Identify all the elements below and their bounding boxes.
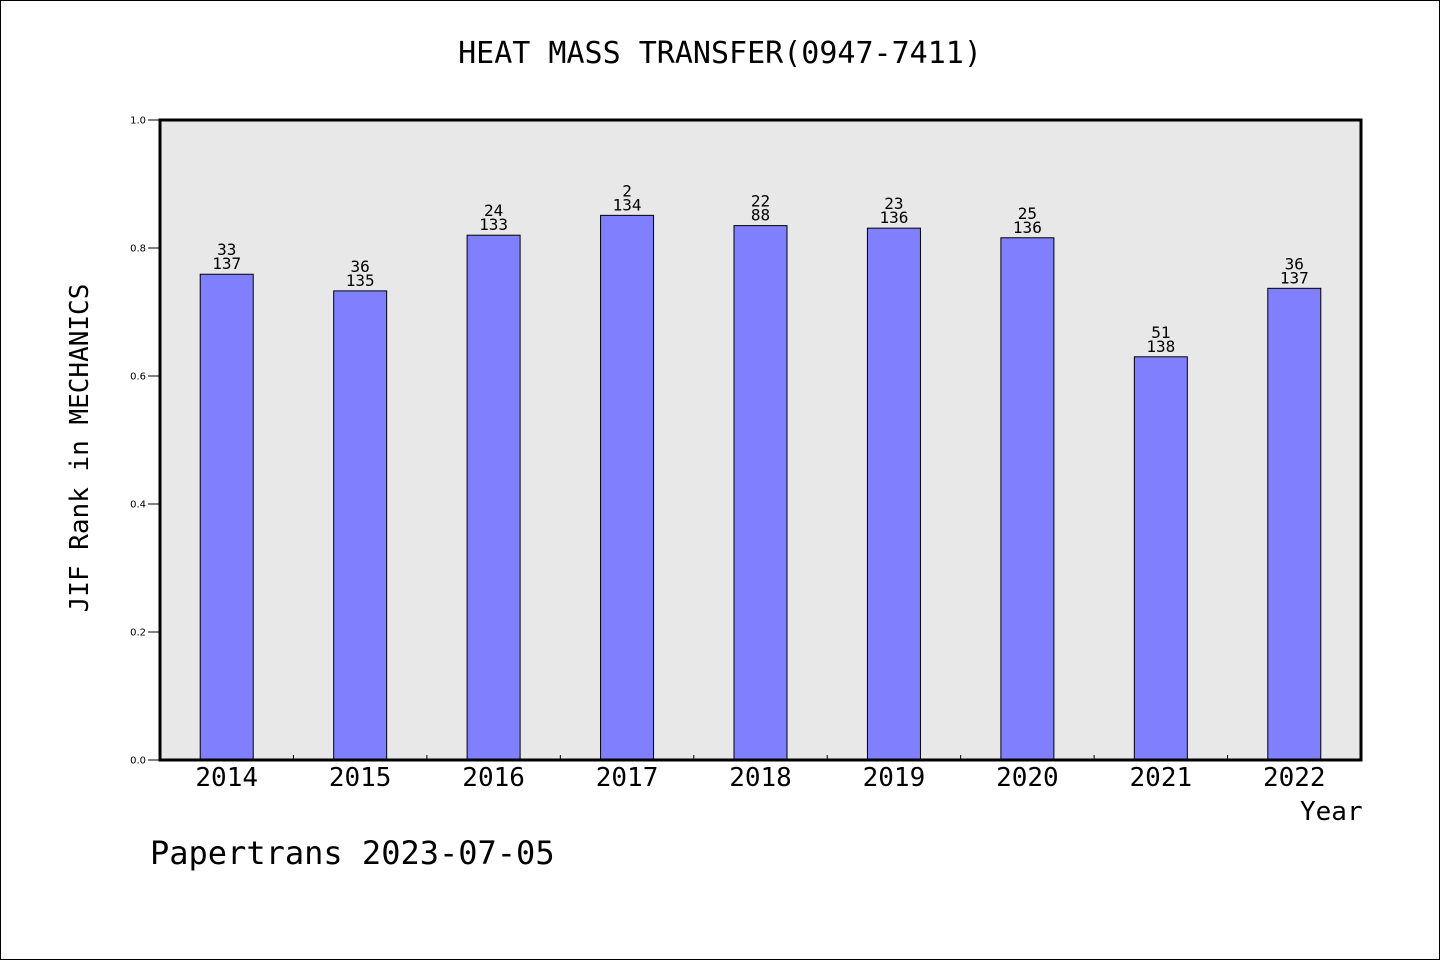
plot-border [158, 118, 1363, 762]
bar-total-label: 136 [879, 208, 908, 227]
x-axis-label: Year [1300, 797, 1363, 827]
bar-rank-label: 2 [622, 181, 632, 200]
x-tick-label: 2019 [863, 763, 926, 793]
x-tick-label: 2021 [1130, 763, 1193, 793]
x-tick-label: 2020 [996, 763, 1059, 793]
bar-total-label: 138 [1146, 337, 1175, 356]
bar [333, 290, 388, 761]
bar-total-label: 88 [751, 206, 770, 225]
bar-rank-label: 24 [484, 201, 503, 220]
x-tick-label: 2018 [729, 763, 792, 793]
y-tick-label: 1.0 [130, 116, 146, 127]
y-tick-label: 0.4 [130, 500, 146, 511]
bar-total-label: 136 [1013, 218, 1042, 237]
bar-total-label: 137 [1280, 268, 1309, 287]
bar [199, 273, 254, 761]
bar-rank-label: 33 [217, 240, 236, 259]
bar [1133, 356, 1188, 761]
bar [600, 214, 655, 761]
bar [866, 227, 921, 761]
footer-credit: Papertrans 2023-07-05 [150, 834, 555, 872]
y-tick-label: 0.8 [130, 244, 146, 255]
bar [733, 225, 788, 761]
bar [1267, 287, 1322, 761]
bar-total-label: 137 [212, 254, 241, 273]
bar-total-label: 135 [346, 271, 375, 290]
bar-total-label: 133 [479, 215, 508, 234]
x-tick-label: 2017 [596, 763, 659, 793]
bar-rank-label: 25 [1018, 204, 1037, 223]
chart-title: HEAT MASS TRANSFER(0947-7411) [458, 36, 982, 71]
bar [466, 234, 521, 761]
bar-total-label: 134 [613, 195, 642, 214]
y-tick-label: 0.0 [130, 756, 146, 767]
bar-rank-label: 36 [351, 257, 370, 276]
x-tick-label: 2016 [462, 763, 525, 793]
x-tick-label: 2022 [1263, 763, 1326, 793]
bar-rank-label: 22 [751, 192, 770, 211]
bar-rank-label: 23 [884, 194, 903, 213]
x-tick-label: 2014 [195, 763, 258, 793]
x-tick-label: 2015 [329, 763, 392, 793]
bar-rank-label: 36 [1285, 254, 1304, 273]
bar-rank-label: 51 [1151, 323, 1170, 342]
y-tick-label: 0.2 [130, 628, 146, 639]
bar [1000, 237, 1055, 761]
y-tick-label: 0.6 [130, 372, 146, 383]
